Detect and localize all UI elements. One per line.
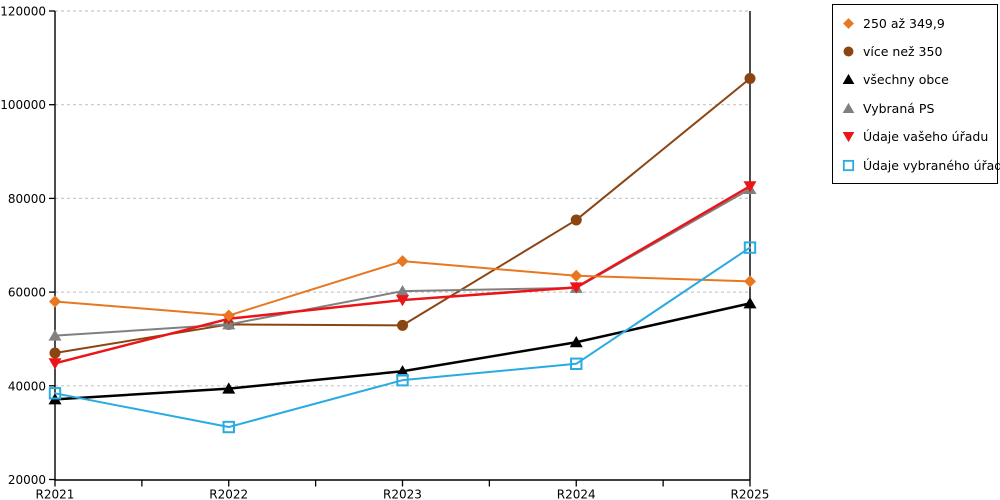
y-axis-label: 60000 [8, 286, 46, 300]
triangle-down-icon-shape [842, 132, 855, 143]
circle-marker [397, 319, 408, 331]
triangle-down-icon [842, 132, 855, 143]
y-axis-label: 40000 [8, 379, 46, 393]
legend-item-2: všechny obce [841, 66, 995, 94]
triangle-up-marker [396, 365, 409, 377]
legend-label: Údaje vybraného úřadu [863, 157, 1000, 173]
circle-icon [843, 46, 854, 57]
square-open-marker [48, 387, 62, 400]
diamond-marker [570, 269, 583, 282]
triangle-down-marker [48, 358, 62, 370]
legend-label: Vybraná PS [863, 100, 935, 116]
square-open-icon-shape [842, 159, 855, 171]
circle-icon-shape [843, 46, 854, 57]
diamond-marker [396, 255, 409, 268]
triangle-up-icon-shape [842, 74, 855, 85]
diamond-marker [744, 275, 756, 288]
diamond-marker [49, 295, 61, 308]
series-line-4 [53, 184, 752, 365]
triangle-down-marker [743, 181, 757, 193]
square-open-marker [570, 357, 583, 370]
legend-item-3: Vybraná PS [841, 94, 995, 122]
square-open-icon [842, 159, 855, 171]
square-open-marker [222, 420, 235, 434]
triangle-up-marker [743, 297, 757, 309]
y-axis-label: 100000 [0, 98, 46, 112]
triangle-up-marker [396, 284, 409, 297]
legend-item-5: Údaje vybraného úřadu [841, 151, 1000, 179]
series-2 [48, 297, 757, 405]
y-axis-label: 20000 [8, 473, 46, 487]
triangle-up-icon [842, 102, 855, 113]
legend-label: Údaje vašeho úřadu [863, 129, 989, 145]
x-axis-label: R2022 [209, 488, 248, 500]
circle-marker [49, 347, 61, 359]
legend-label: více než 350 [863, 44, 943, 60]
diamond-icon [843, 17, 854, 29]
series-5 [48, 241, 757, 434]
legend-item-4: Údaje vašeho úřadu [841, 123, 995, 151]
triangle-down-marker [569, 282, 583, 294]
y-axis-label: 80000 [8, 192, 46, 206]
square-open-marker [743, 241, 757, 254]
x-axis-label: R2023 [383, 488, 422, 500]
triangle-up-marker [222, 382, 236, 394]
diamond-icon-shape [843, 17, 854, 29]
circle-marker [744, 72, 756, 84]
triangle-up-icon-shape [842, 102, 855, 113]
series-0 [49, 255, 756, 322]
legend-label: 250 až 349,9 [863, 15, 945, 31]
legend-item-1: více než 350 [841, 37, 995, 65]
series-line-1 [54, 77, 751, 355]
triangle-up-marker [48, 329, 62, 341]
series-line-5 [54, 246, 751, 429]
triangle-up-icon [842, 74, 855, 85]
circle-marker [570, 214, 582, 226]
square-open-marker [396, 373, 409, 387]
x-axis-label: R2021 [36, 488, 75, 500]
x-axis-label: R2025 [731, 488, 770, 500]
triangle-up-marker [569, 336, 583, 348]
diamond-marker [222, 309, 235, 322]
legend-label: všechny obce [863, 72, 949, 88]
y-axis-label: 120000 [0, 5, 46, 19]
x-axis-label: R2024 [557, 488, 596, 500]
series-4 [48, 181, 757, 370]
triangle-down-marker [396, 295, 409, 307]
legend-item-0: 250 až 349,9 [841, 9, 995, 37]
legend: 250 až 349,9 více než 350 všechny obce Vybr… [832, 4, 1000, 185]
